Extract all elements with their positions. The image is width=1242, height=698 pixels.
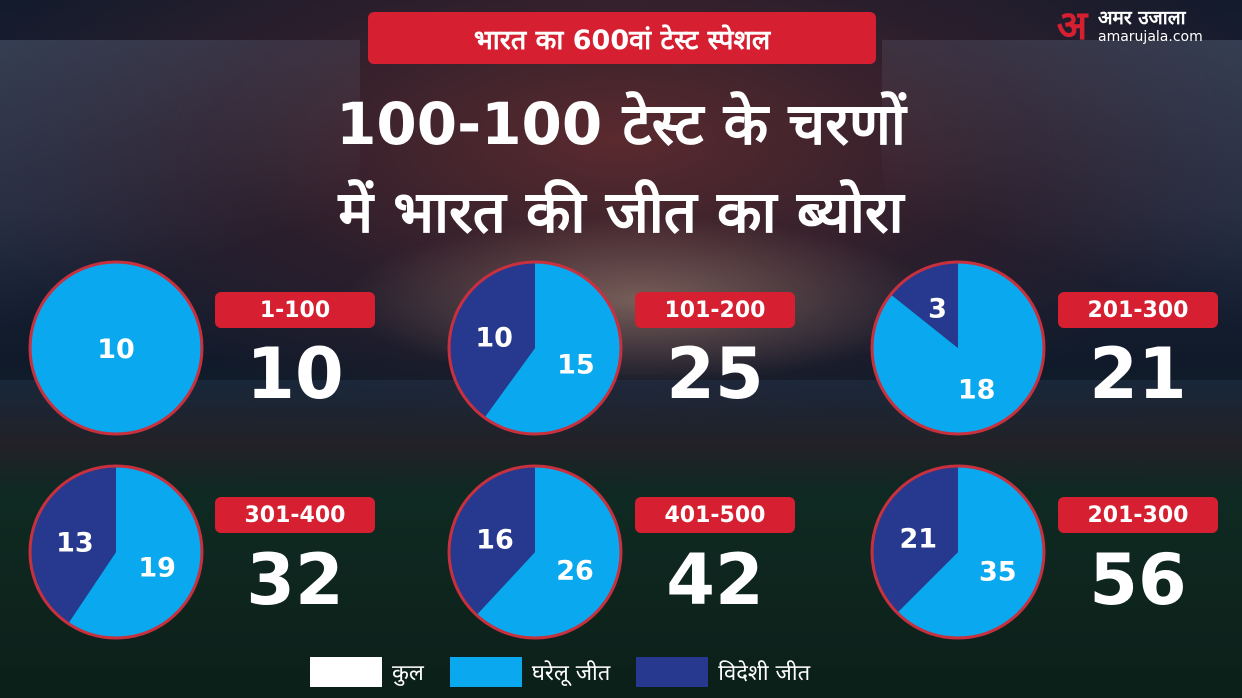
logo-url: amarujala.com: [1098, 29, 1203, 45]
pie-slice-home: [28, 260, 204, 436]
pie-slice-home: [897, 465, 1045, 639]
pie-label-away: 3: [928, 293, 947, 324]
range-badge-6: 201-300: [1058, 497, 1218, 533]
pie-slice-away: [29, 466, 116, 624]
pie-6: 35 21: [870, 464, 1046, 640]
pie-slice-away: [448, 262, 535, 418]
pie-label-away: 13: [56, 528, 94, 559]
pie-3: 18 3: [870, 260, 1046, 436]
total-wins-5: 42: [666, 539, 764, 621]
range-badge-5: 401-500: [635, 497, 795, 533]
pie-label-home: 10: [97, 334, 135, 365]
legend-label-home: घरेलू जीत: [531, 661, 611, 686]
range-badge-3: 201-300: [1058, 292, 1218, 328]
pie-label-away: 16: [476, 524, 514, 555]
pie-border: [447, 464, 623, 640]
pie-slice-away: [449, 466, 535, 616]
pie-label-home: 26: [556, 556, 594, 587]
pie-label-away: 10: [475, 323, 513, 354]
headline-line-2: में भारत की जीत का ब्योरा: [338, 178, 904, 246]
pie-border: [870, 464, 1046, 640]
range-badge-4: 301-400: [215, 497, 375, 533]
legend-swatch-total: [310, 657, 382, 687]
pie-5: 26 16: [447, 464, 623, 640]
legend-swatch-home: [449, 657, 522, 687]
pie-label-away: 21: [899, 524, 937, 555]
range-badge-1: 1-100: [215, 292, 375, 328]
special-banner: भारत का 600वां टेस्ट स्पेशल: [368, 12, 876, 64]
pie-border: [447, 260, 623, 436]
range-badge-2: 101-200: [635, 292, 795, 328]
total-wins-4: 32: [246, 539, 344, 621]
logo-name: अमर उजाला: [1098, 7, 1186, 29]
pie-slice-home: [484, 262, 621, 434]
legend-swatch-away: [636, 657, 709, 687]
pie-1: 10: [28, 260, 204, 436]
legend-label-total: कुल: [392, 661, 424, 686]
pie-label-home: 19: [138, 552, 176, 583]
pie-border: [28, 464, 204, 640]
total-wins-1: 10: [246, 333, 344, 415]
pie-label-home: 15: [557, 349, 595, 380]
pie-label-home: 18: [958, 375, 996, 406]
amar-ujala-logo[interactable]: अ अमर उजाला amarujala.com: [1050, 4, 1238, 48]
pie-slice-home: [68, 466, 202, 638]
pie-slice-home: [476, 466, 621, 638]
pie-slice-away: [890, 262, 958, 348]
pie-slice-away: [872, 466, 958, 613]
legend-label-away: विदेशी जीत: [718, 661, 811, 686]
total-wins-6: 56: [1089, 539, 1187, 621]
pie-label-home: 35: [979, 556, 1017, 587]
pie-border: [870, 260, 1046, 436]
total-wins-3: 21: [1089, 333, 1187, 415]
total-wins-2: 25: [666, 333, 764, 415]
legend: कुल घरेलू जीत विदेशी जीत: [310, 654, 836, 690]
headline-line-1: 100-100 टेस्ट के चरणों: [336, 90, 906, 158]
logo-mark: अ: [1056, 3, 1088, 49]
